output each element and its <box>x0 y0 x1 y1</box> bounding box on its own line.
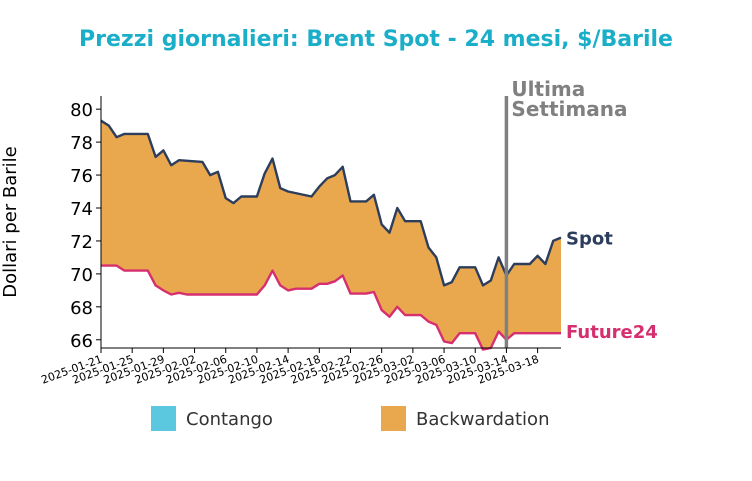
y-axis-label: Dollari per Barile <box>0 146 21 298</box>
series-line-future24 <box>101 264 561 351</box>
series-line-spot <box>100 119 562 287</box>
legend-label-contango: Contango <box>186 409 273 430</box>
y-tick-label: 76 <box>70 166 93 187</box>
y-tick-label: 74 <box>70 199 93 220</box>
series-label-future24: Future24 <box>566 322 658 343</box>
chart-title: Prezzi giornalieri: Brent Spot - 24 mesi… <box>79 27 673 52</box>
legend-swatch-backwardation <box>381 406 406 431</box>
y-tick-label: 66 <box>70 331 93 352</box>
y-tick-label: 72 <box>70 232 93 253</box>
marker-label: Settimana <box>511 97 627 121</box>
legend-label-backwardation: Backwardation <box>416 409 549 430</box>
y-tick-label: 78 <box>70 133 93 154</box>
marker-label: Ultima <box>511 77 585 101</box>
backwardation-area <box>101 120 561 350</box>
y-tick-label: 70 <box>70 265 93 286</box>
y-tick-label: 80 <box>70 100 93 121</box>
y-tick-label: 68 <box>70 298 93 319</box>
series-label-spot: Spot <box>566 229 613 250</box>
legend-swatch-contango <box>151 406 176 431</box>
